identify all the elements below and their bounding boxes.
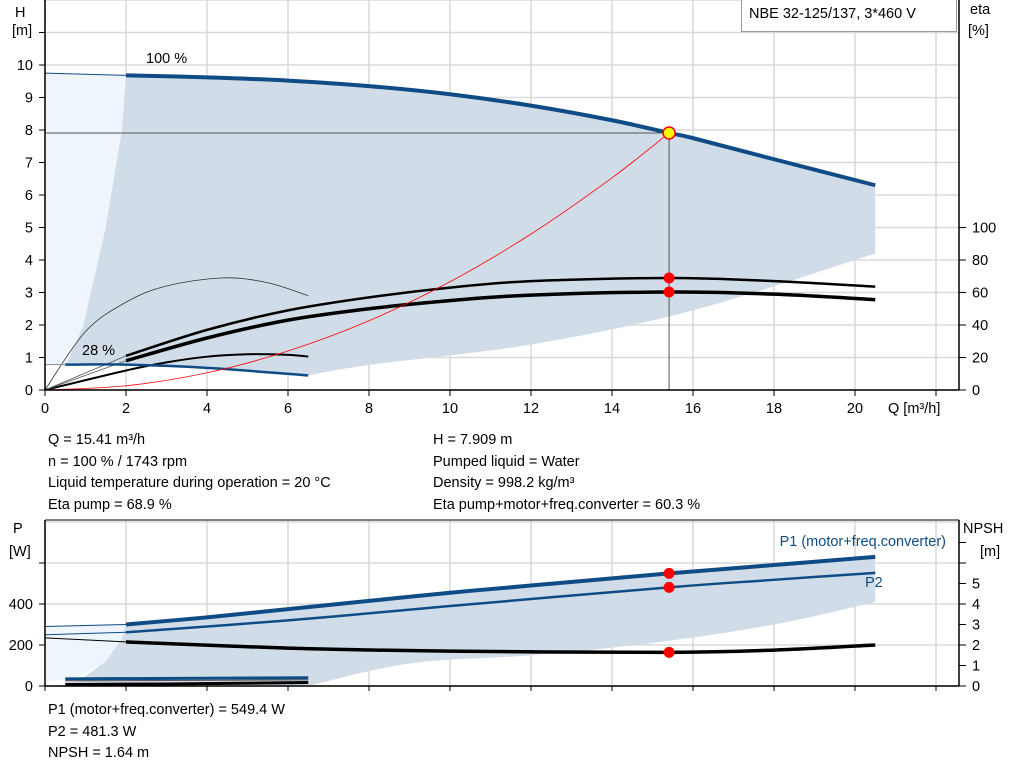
operating-range-light [45, 73, 126, 365]
info-head: H = 7.909 m [433, 432, 513, 448]
eta-tick-label: 0 [972, 383, 980, 399]
eta-axis-title: eta [970, 2, 991, 18]
h-axis-unit: [m] [12, 23, 32, 39]
q-tick-label: 2 [122, 401, 130, 417]
npsh-tick-label: 4 [972, 597, 980, 613]
operating-range [65, 75, 876, 376]
duty-point-eta-pump [663, 272, 675, 284]
legend-p1: P1 (motor+freq.converter) [780, 534, 946, 550]
eta-tick-label: 20 [972, 351, 988, 367]
head-curve-100 [125, 73, 876, 188]
npsh-curve-28 [65, 681, 309, 686]
q-tick-label: 4 [203, 401, 211, 417]
system-curve [44, 132, 670, 391]
duty-point-npsh [663, 646, 675, 658]
h-tick-label: 6 [25, 188, 33, 204]
eta-total-curve [125, 290, 876, 363]
npsh-tick-label: 0 [972, 679, 980, 695]
info-top-right: H = 7.909 m Pumped liquid = Water Densit… [433, 430, 700, 516]
p-tick-label: 400 [9, 597, 33, 613]
h-tick-label: 0 [25, 383, 33, 399]
eta-tick-label: 40 [972, 318, 988, 334]
speed-label-28: 28 % [82, 343, 115, 359]
info-top-left: Q = 15.41 m³/h n = 100 % / 1743 rpm Liqu… [48, 430, 331, 516]
q-tick-label: 14 [604, 401, 620, 417]
q-tick-label: 18 [766, 401, 782, 417]
q-tick-label: 0 [41, 401, 49, 417]
eta-axis-unit: [%] [968, 23, 989, 39]
npsh-tick-label: 5 [972, 577, 980, 593]
q-tick-label: 8 [365, 401, 373, 417]
h-tick-label: 10 [17, 58, 33, 74]
npsh-curve [125, 640, 876, 655]
info-speed: n = 100 % / 1743 rpm [48, 453, 188, 470]
npsh-axis-unit: [m] [980, 544, 1000, 560]
npsh-tick-label: 2 [972, 638, 980, 654]
p2-extrapolation [44, 631, 127, 636]
q-tick-label: 16 [685, 401, 701, 417]
head-curve-28 [65, 363, 309, 377]
p1-curve [125, 554, 876, 627]
eta-total-28-curve [44, 353, 309, 391]
head-100-extrapolation [44, 72, 127, 76]
h-tick-label: 4 [25, 253, 33, 269]
info-density: Density = 998.2 kg/m³ [433, 475, 575, 491]
info-p1: P1 (motor+freq.converter) = 549.4 W [48, 702, 285, 718]
legend-p2: P2 [865, 575, 883, 591]
q-tick-label: 20 [847, 401, 863, 417]
eta-tick-label: 60 [972, 286, 988, 302]
npsh-axis-title: NPSH [963, 521, 1003, 537]
p1-curve-28 [65, 676, 309, 681]
eta-pump-extrapolation [44, 355, 127, 391]
duty-point-eta-total [663, 286, 675, 298]
p-tick-label: 200 [9, 638, 33, 654]
operating-range [77, 556, 876, 686]
info-eta-total: Eta pump+motor+freq.converter = 60.3 % [433, 496, 701, 513]
duty-point-p1 [663, 567, 675, 579]
h-tick-label: 7 [25, 156, 33, 172]
p-axis-unit: [W] [9, 544, 31, 560]
h-tick-label: 8 [25, 123, 33, 139]
eta-pump-curve [125, 276, 876, 358]
q-axis-label: Q [m³/h] [888, 401, 940, 417]
pump-title: NBE 32-125/137, 3*460 V [741, 0, 957, 32]
q-tick-label: 10 [442, 401, 458, 417]
info-temperature: Liquid temperature during operation = 20… [48, 475, 331, 491]
q-tick-label: 6 [284, 401, 292, 417]
q-tick-label: 12 [523, 401, 539, 417]
info-p2: P2 = 481.3 W [48, 723, 137, 740]
h-tick-label: 5 [25, 221, 33, 237]
duty-point-head [662, 126, 676, 140]
info-liquid: Pumped liquid = Water [433, 453, 580, 470]
h-tick-label: 9 [25, 91, 33, 107]
p2-curve-28 [65, 679, 309, 682]
speed-label-100: 100 % [146, 51, 187, 67]
info-flow: Q = 15.41 m³/h [48, 432, 146, 448]
eta-tick-label: 80 [972, 253, 988, 269]
p2-curve [125, 571, 876, 634]
p1-extrapolation [44, 624, 127, 628]
p-axis-title: P [13, 521, 23, 537]
info-eta-pump: Eta pump = 68.9 % [48, 496, 172, 513]
h-tick-label: 3 [25, 286, 33, 302]
eta-tick-label: 100 [972, 221, 996, 237]
npsh-tick-label: 3 [972, 618, 980, 634]
info-bottom: P1 (motor+freq.converter) = 549.4 W P2 =… [48, 700, 285, 765]
p-tick-label: 0 [25, 679, 33, 695]
h-axis-title: H [15, 5, 25, 21]
npsh-extrapolation [44, 637, 127, 643]
h-tick-label: 2 [25, 318, 33, 334]
eta-pump-28-curve [44, 277, 309, 391]
h-tick-label: 1 [25, 351, 33, 367]
info-npsh: NPSH = 1.64 m [48, 745, 150, 761]
duty-point-p2 [663, 581, 675, 593]
npsh-tick-label: 1 [972, 659, 980, 675]
